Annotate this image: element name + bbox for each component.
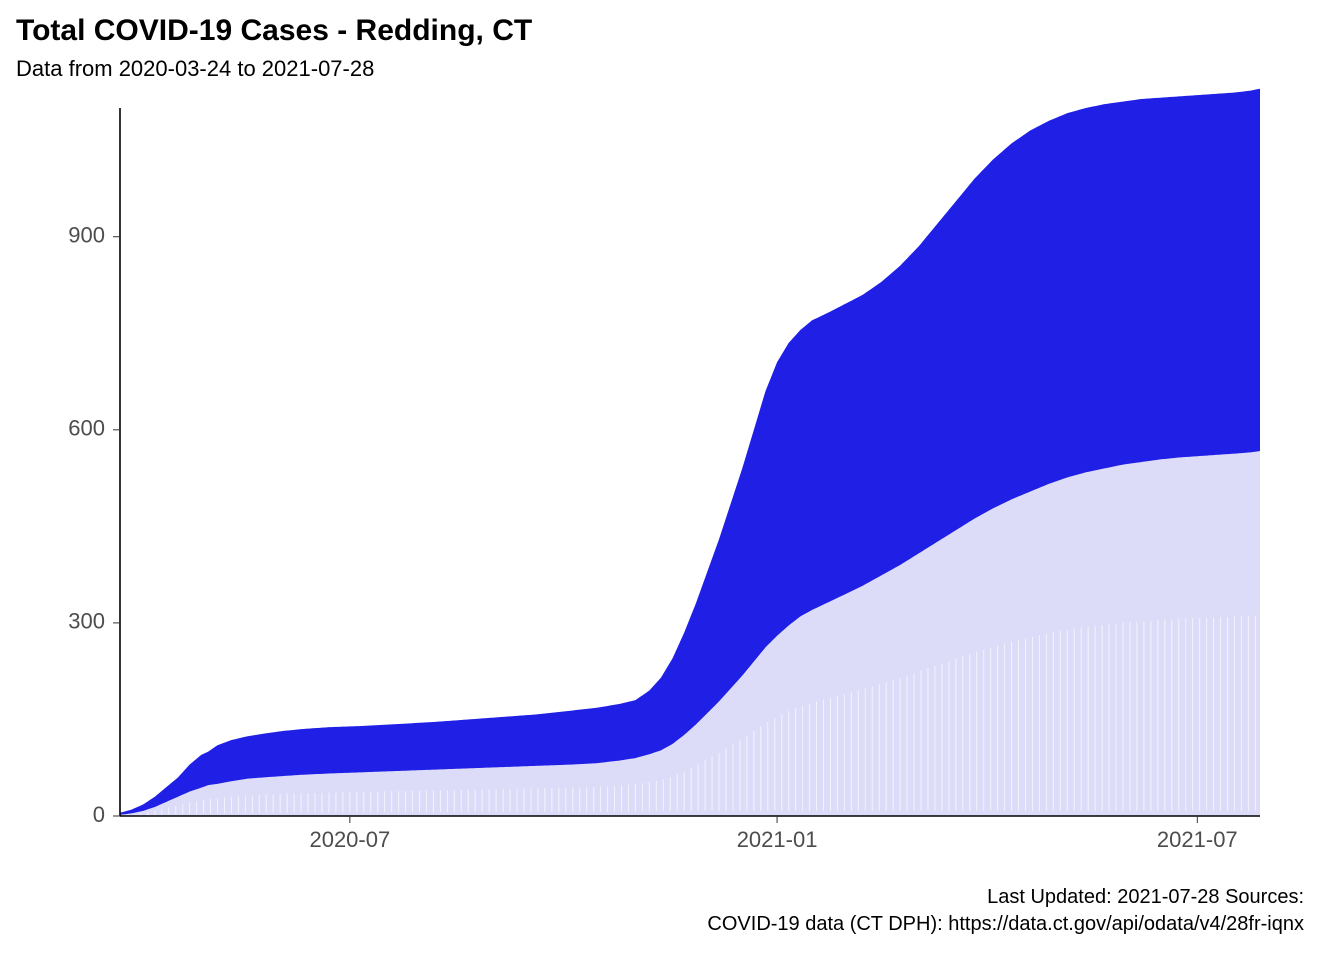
y-axis: 0 300 600 900 bbox=[68, 108, 120, 827]
chart-caption: Last Updated: 2021-07-28 Sources: COVID-… bbox=[707, 884, 1304, 938]
y-tick-label: 300 bbox=[68, 609, 105, 634]
x-tick-label: 2021-01 bbox=[737, 827, 818, 852]
x-tick-label: 2021-07 bbox=[1157, 827, 1238, 852]
x-axis: 2020-07 2021-01 2021-07 bbox=[120, 816, 1260, 852]
y-tick-label: 600 bbox=[68, 416, 105, 441]
y-tick-label: 900 bbox=[68, 223, 105, 248]
chart-svg: 0 300 600 900 2020-07 2021-01 2021-07 bbox=[0, 0, 1344, 960]
covid-cases-chart: Total COVID-19 Cases - Redding, CT Data … bbox=[0, 0, 1344, 960]
caption-line-1: Last Updated: 2021-07-28 Sources: bbox=[707, 884, 1304, 911]
y-tick-label: 0 bbox=[93, 802, 105, 827]
caption-line-2: COVID-19 data (CT DPH): https://data.ct.… bbox=[707, 911, 1304, 938]
x-tick-label: 2020-07 bbox=[309, 827, 390, 852]
